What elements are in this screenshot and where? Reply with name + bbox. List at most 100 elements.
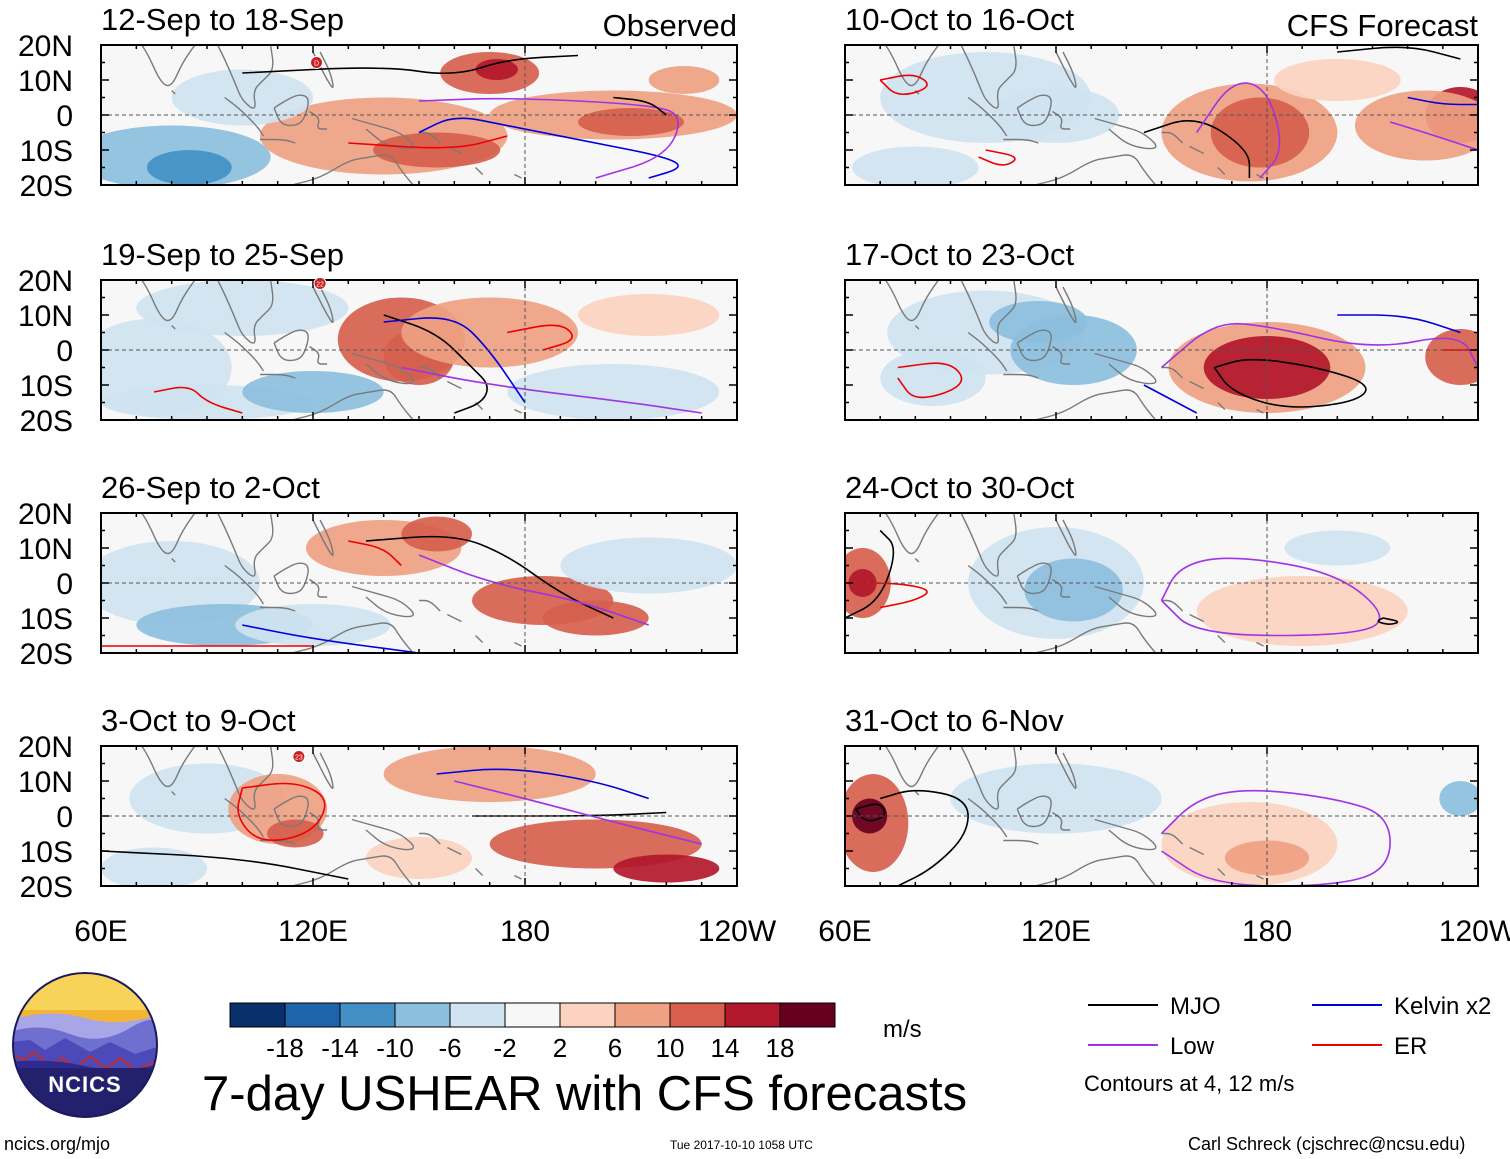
storm-label: 22 [316,282,324,289]
storm-label: 23 [295,755,303,762]
coastline [1256,641,1264,647]
panel-period: 12-Sep to 18-Sep [101,2,344,37]
coastline [259,373,296,379]
shear-anomaly [475,59,518,80]
coastline [312,752,334,789]
coastline [1052,578,1071,598]
shear-anomaly [373,132,501,168]
coastline [1052,811,1071,831]
colorbar-segment [614,1002,671,1028]
coastline [309,345,328,365]
contour-k [854,803,886,822]
colorbar-segment [339,1002,396,1028]
forecast-label: CFS Forecast [1287,8,1479,43]
colorbar-segment [669,1002,726,1028]
contour-b [1143,384,1198,414]
lat-label: 20N [18,731,73,764]
coastline [419,366,441,379]
contours [242,54,679,179]
coastline [1189,846,1205,856]
contour-p [1389,121,1478,151]
shear-anomaly [1284,530,1391,566]
colorbar-tick: -6 [438,1033,461,1063]
lat-label: 20N [18,498,73,531]
contour-p [418,554,649,626]
shear-anomaly [1210,97,1310,168]
storm-marker [313,277,327,290]
colorbar-tick: 6 [608,1033,622,1063]
coastline [260,138,296,144]
shear-anomaly [242,371,384,413]
lat-label: 20S [20,871,73,904]
coastline [260,606,296,612]
lat-label: 20S [20,638,73,671]
panel-period: 31-Oct to 6-Nov [845,703,1064,738]
lat-label: 0 [56,100,73,133]
legend-label: Kelvin x2 [1394,993,1491,1020]
legend-label: ER [1394,1033,1427,1060]
coastline [475,634,484,643]
coastline [884,280,940,322]
coastline [884,45,940,87]
shear-anomaly [542,600,649,636]
contour-p [1160,557,1381,637]
panel-period: 17-Oct to 23-Oct [845,237,1075,272]
lon-label: 120E [278,915,348,948]
legend-label: Low [1170,1033,1215,1060]
colorbar-tick: -18 [266,1033,304,1063]
coastline [514,408,522,414]
shear-anomaly [613,854,720,883]
map-panel: 31-Oct to 6-Nov 60E 120E 180 120W [818,703,1510,948]
shear-field [101,746,737,886]
map-panel: 10-Oct to 16-Oct CFS Forecast [844,2,1479,186]
footer-timestamp: Tue 2017-10-10 1058 UTC [670,1138,813,1152]
coastline [140,513,196,555]
colorbar-segment [394,1002,451,1028]
shear-anomaly [507,364,720,420]
coastline [1055,752,1077,789]
contour-k [879,789,969,886]
contour-p [1160,322,1478,369]
contour-k [383,314,488,414]
colorbar: -18 -14 -10 -6 -2 2 6 10 14 18 [229,1002,836,1063]
coastline [312,519,334,556]
coastline [351,818,415,851]
contour-b [383,317,526,403]
contour-b [1337,314,1461,334]
lat-label: 10S [20,836,73,869]
contour-r [879,74,928,96]
coastline [1217,402,1226,410]
coastline [1034,154,1157,185]
coastline [1189,613,1205,623]
coastlines [140,746,522,886]
coastline [291,855,415,886]
coastline [140,280,196,322]
coastline [1094,585,1157,618]
storm-marker [292,750,306,763]
shear-anomaly [578,108,684,136]
contour-r [348,540,402,567]
coastline [1094,352,1157,385]
coastline [1003,606,1039,612]
shear-anomaly [401,516,472,552]
coastline [1003,839,1039,845]
shear-anomaly [648,66,720,94]
shear-anomaly [852,146,979,185]
coastline [1003,373,1039,379]
coastline [1094,818,1157,851]
contour-b [242,624,420,653]
footer-url: ncics.org/mjo [4,1134,111,1154]
lat-label: 10N [18,300,73,333]
colorbar-tick: -2 [493,1033,516,1063]
shear-anomaly [1439,781,1478,816]
coastline [446,380,462,390]
coastline [224,564,265,605]
colorbar-units: m/s [883,1016,922,1043]
lon-label: 120W [1439,915,1510,948]
contour-k [242,54,579,75]
shear-field [101,280,737,420]
contour-b [1407,96,1478,106]
coastline [171,90,176,95]
contour-k [365,535,614,619]
